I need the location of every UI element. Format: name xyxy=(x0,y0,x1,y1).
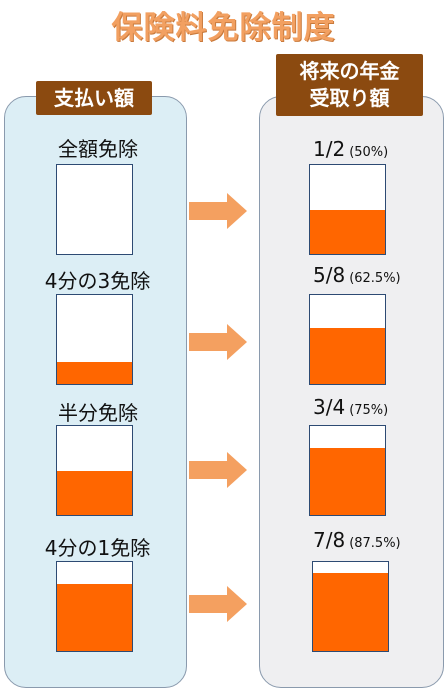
pension-fill-3 xyxy=(310,448,385,515)
pension-ratio-1-percent: (50%) xyxy=(349,145,389,160)
payment-glass-three-quarter xyxy=(56,294,133,385)
pension-fill-2 xyxy=(310,328,385,384)
payment-header: 支払い額 xyxy=(36,81,152,115)
pension-ratio-2: 5/8 (62.5%) xyxy=(313,263,401,287)
pension-ratio-2-value: 5/8 xyxy=(313,263,346,287)
pension-ratio-3-value: 3/4 xyxy=(313,395,346,419)
payment-glass-full xyxy=(56,164,133,255)
pension-header-line1: 将来の年金 xyxy=(299,59,400,83)
payment-fill-three-quarter xyxy=(57,361,132,384)
exemption-label-quarter: 4分の1免除 xyxy=(44,536,151,560)
page-title: 保険料免除制度 xyxy=(111,10,336,46)
pension-header-line2: 受取り額 xyxy=(309,86,390,110)
pension-ratio-3-percent: (75%) xyxy=(349,403,389,418)
arrow-right-icon xyxy=(189,452,247,488)
pension-ratio-1-value: 1/2 xyxy=(313,137,346,161)
pension-ratio-4-percent: (87.5%) xyxy=(349,536,401,551)
pension-glass-3 xyxy=(309,425,386,516)
pension-ratio-1: 1/2 (50%) xyxy=(313,137,388,161)
arrow-right-icon xyxy=(189,586,247,622)
exemption-label-full: 全額免除 xyxy=(58,137,138,161)
pension-fill-4 xyxy=(313,573,388,651)
pension-ratio-2-percent: (62.5%) xyxy=(349,271,401,286)
arrow-right-icon xyxy=(189,193,247,229)
pension-ratio-3: 3/4 (75%) xyxy=(313,395,388,419)
pension-ratio-4-value: 7/8 xyxy=(313,528,346,552)
arrow-right-icon xyxy=(189,324,247,360)
pension-glass-2 xyxy=(309,294,386,385)
payment-fill-half xyxy=(57,470,132,515)
payment-glass-half xyxy=(56,425,133,516)
exemption-label-half: 半分免除 xyxy=(58,401,138,425)
pension-glass-4 xyxy=(312,561,389,652)
pension-ratio-4: 7/8 (87.5%) xyxy=(313,528,401,552)
pension-glass-1 xyxy=(309,164,386,255)
pension-fill-1 xyxy=(310,209,385,254)
payment-glass-quarter xyxy=(56,561,133,652)
pension-header: 将来の年金 受取り額 xyxy=(276,54,423,116)
payment-fill-quarter xyxy=(57,584,132,651)
exemption-label-three-quarter: 4分の3免除 xyxy=(44,269,151,293)
